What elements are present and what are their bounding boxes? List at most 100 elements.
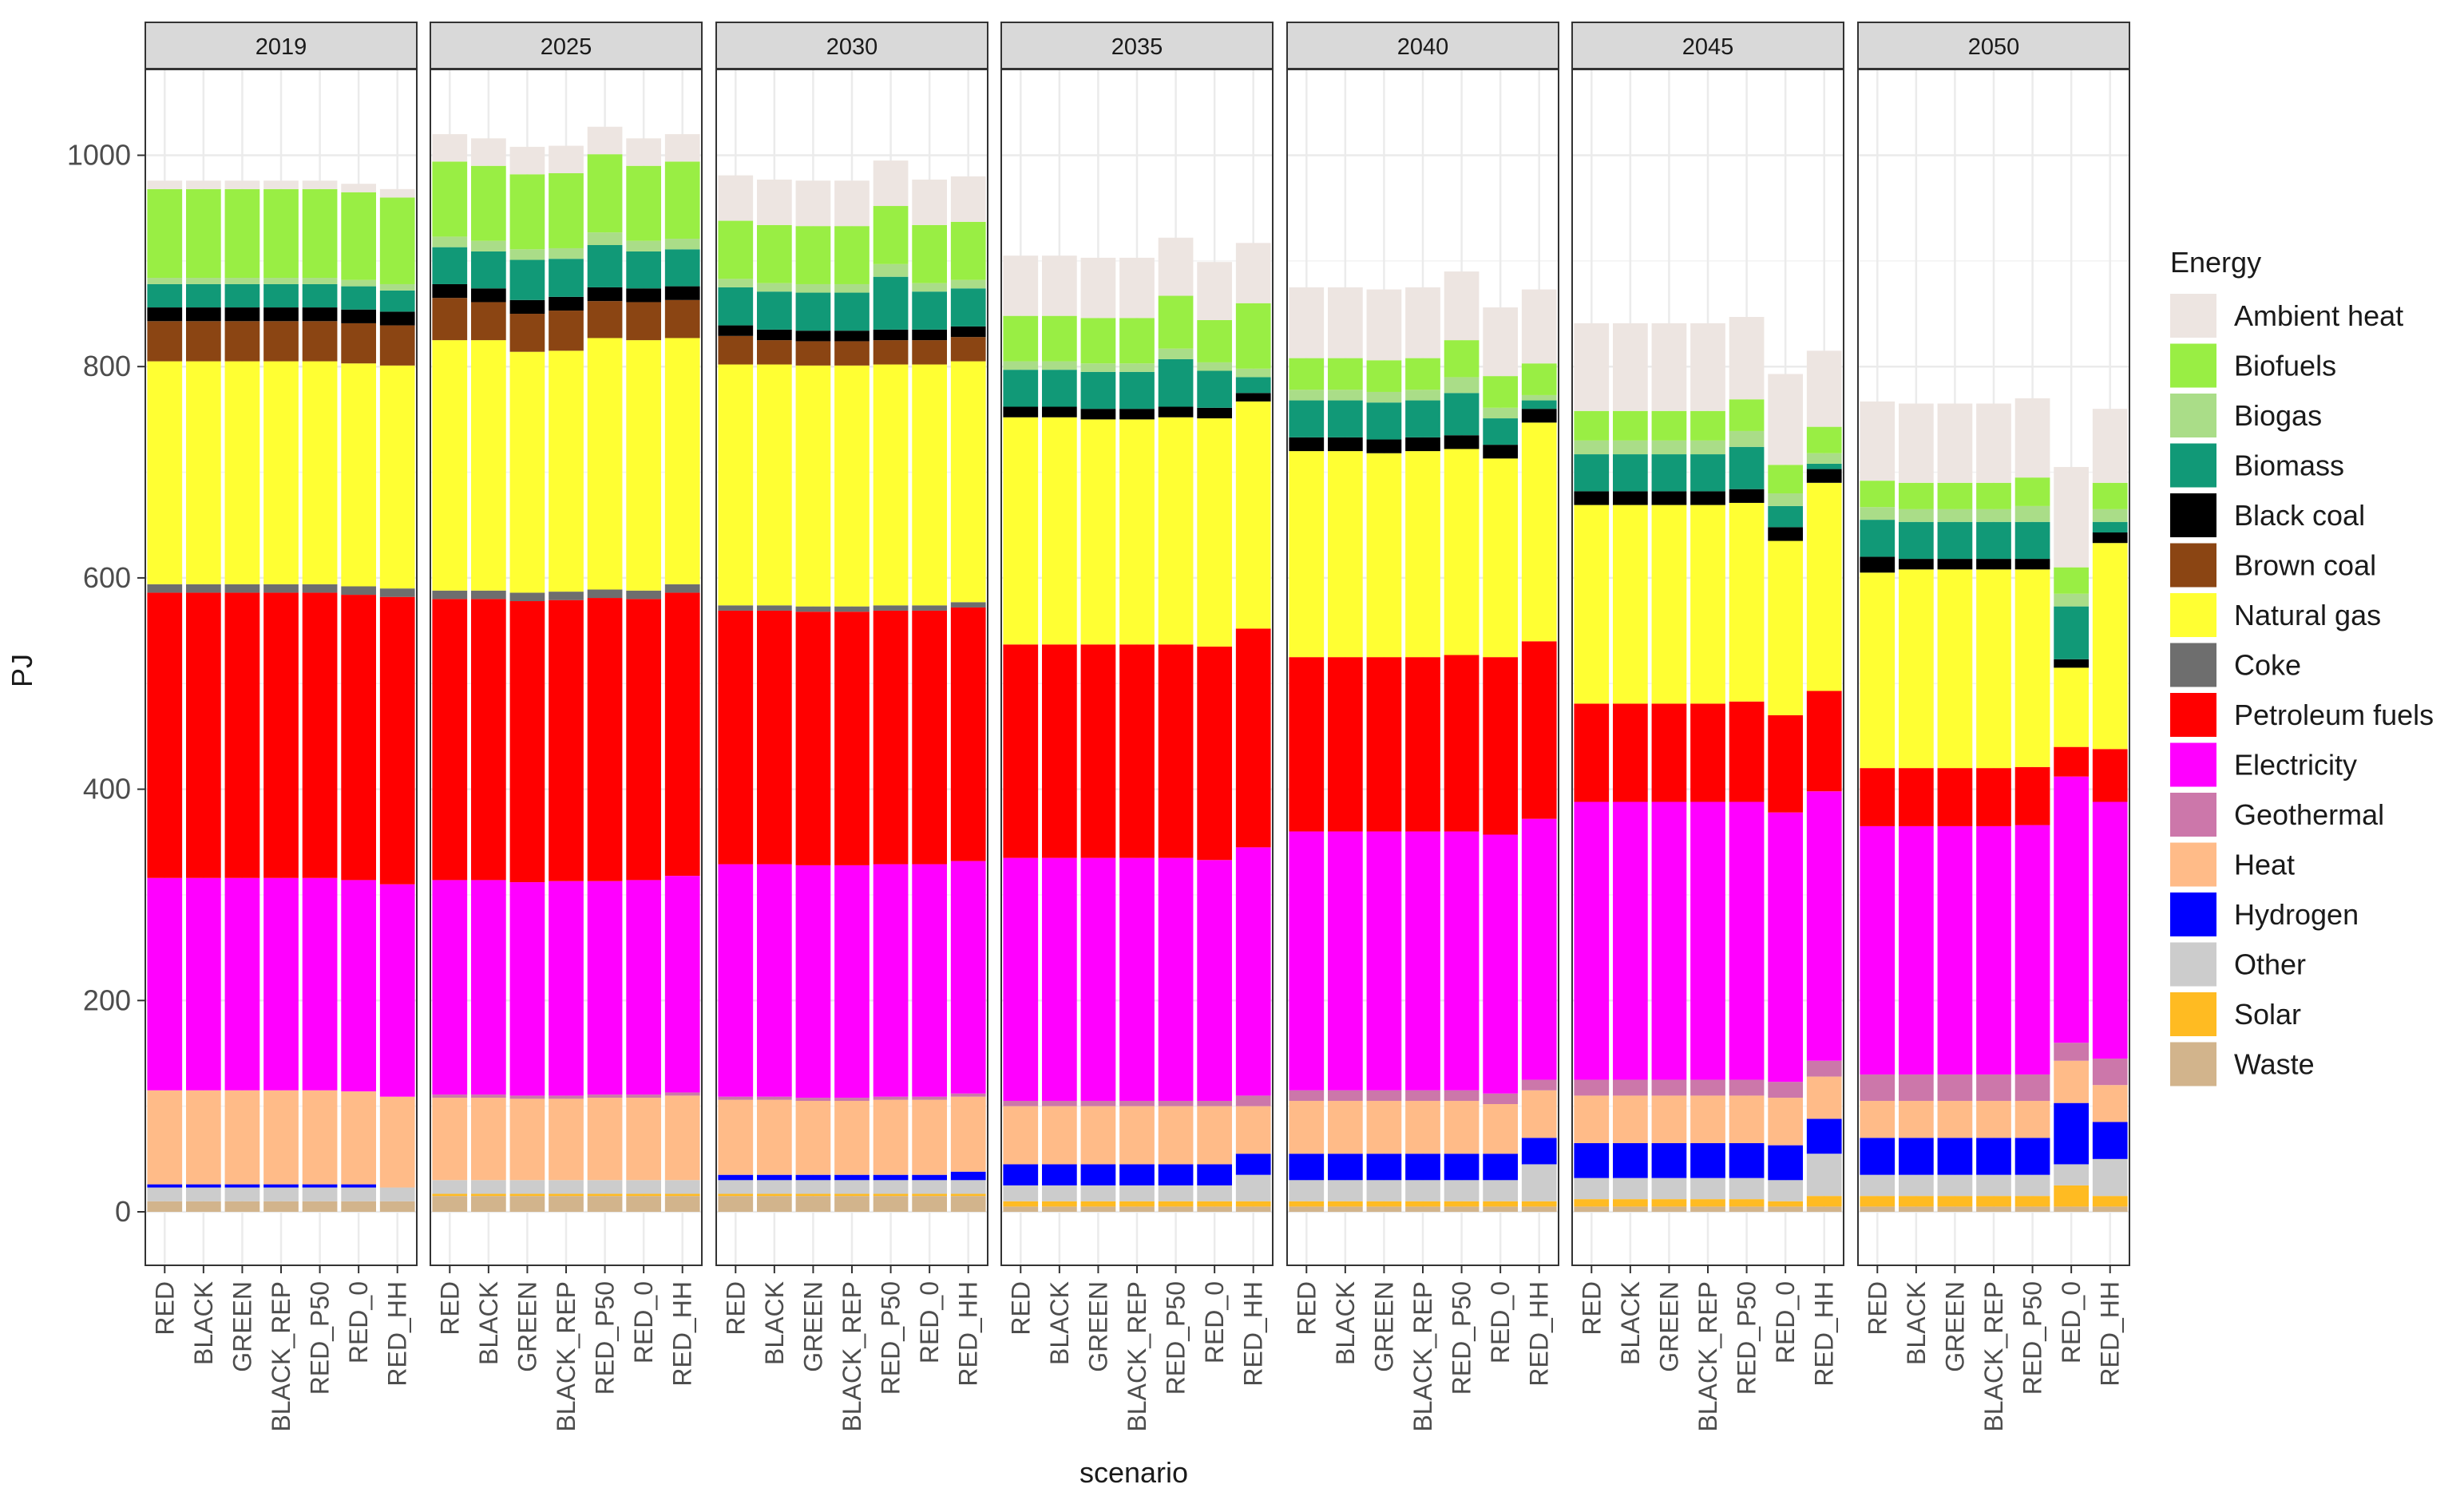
bar-segment <box>1366 1154 1402 1181</box>
bar-segment <box>1444 377 1480 394</box>
bar-segment <box>302 1201 338 1212</box>
bar-segment <box>379 365 415 589</box>
bar-segment <box>1042 370 1077 407</box>
bar-segment <box>1899 1196 1934 1207</box>
bar-segment <box>263 1090 299 1185</box>
bar-segment <box>1690 491 1725 505</box>
bar-segment <box>1405 1154 1440 1181</box>
bar-segment <box>1405 400 1440 437</box>
bar-segment <box>1158 295 1194 349</box>
bar-segment <box>341 279 376 287</box>
bar-segment <box>1651 505 1687 704</box>
bar-segment <box>509 146 545 175</box>
bar-segment <box>1937 482 1973 509</box>
bar-segment <box>1158 1201 1194 1207</box>
bar-segment <box>1483 1154 1518 1181</box>
bar-segment <box>549 1196 584 1212</box>
legend-label: Electricity <box>2234 749 2357 782</box>
bar-segment <box>379 197 415 284</box>
bar-segment <box>1899 1101 1934 1138</box>
bar-segment <box>1899 403 1934 483</box>
bar-segment <box>1483 445 1518 459</box>
x-tick-label: RED_0 <box>344 1281 373 1363</box>
bar-segment <box>1444 1101 1480 1154</box>
facet-label: 2019 <box>256 34 307 60</box>
bar-segment <box>587 338 623 590</box>
bar-segment <box>834 180 870 227</box>
bar-segment <box>912 364 947 606</box>
bar-segment <box>757 224 792 283</box>
bar-segment <box>2014 1196 2050 1207</box>
bar-segment <box>379 596 415 885</box>
x-tick-label: BLACK <box>1616 1281 1645 1365</box>
bar-segment <box>834 1101 870 1175</box>
bar-segment <box>795 1098 831 1102</box>
bar-segment <box>1521 363 1557 395</box>
bar-segment <box>664 249 700 287</box>
bar-segment <box>795 283 831 293</box>
bar-segment <box>1937 403 1973 483</box>
bar-segment <box>1119 419 1155 645</box>
bar-segment <box>1860 1138 1896 1175</box>
bar-segment <box>1860 768 1896 826</box>
bar-segment <box>1690 801 1725 1080</box>
bar-segment <box>2014 1138 2050 1175</box>
bar-segment <box>2014 1174 2050 1197</box>
bar-segment <box>950 279 986 289</box>
bar-segment <box>1729 446 1765 489</box>
legend-swatch <box>2170 493 2216 537</box>
bar-segment <box>912 1193 947 1197</box>
legend-item: Brown coal <box>2170 543 2376 588</box>
bar-segment <box>873 329 909 341</box>
bar-segment <box>1613 454 1648 492</box>
bar-segment <box>1197 1206 1232 1212</box>
bar-segment <box>2054 1102 2089 1165</box>
bar-segment <box>2014 569 2050 767</box>
bar-segment <box>263 278 299 284</box>
bar-segment <box>1690 1177 1725 1200</box>
bar-segment <box>757 1193 792 1197</box>
bar-segment <box>1860 1101 1896 1138</box>
facet-label: 2030 <box>826 34 878 60</box>
bar-segment <box>873 206 909 264</box>
bar-segment <box>1405 437 1440 452</box>
bar-segment <box>509 299 545 315</box>
bar-segment <box>1574 1177 1610 1200</box>
bar-segment <box>1289 1154 1325 1181</box>
bar-segment <box>341 192 376 280</box>
legend: Energy Ambient heat Biofuels Biogas Biomass… <box>2170 246 2434 1086</box>
facets: 2019 RED BLACK GREEN BLACK_REP RED_P50 RED_0 RE… <box>145 22 2130 1432</box>
bar-segment <box>626 1098 661 1181</box>
bar-segment <box>1080 1206 1116 1212</box>
bar-segment <box>341 1184 376 1188</box>
bar-segment <box>224 877 260 1090</box>
bar-segment <box>1768 1082 1803 1098</box>
bar-segment <box>549 296 584 311</box>
bar-segment <box>186 1201 221 1212</box>
bar-segment <box>626 340 661 591</box>
bar-segment <box>1483 376 1518 408</box>
legend-item: Biomass <box>2170 443 2344 488</box>
bar-segment <box>718 605 754 611</box>
bar-segment <box>795 292 831 331</box>
bar-segment <box>1976 1138 2011 1175</box>
bar-segment <box>147 1184 183 1188</box>
bar-segment <box>834 283 870 293</box>
bar-segment <box>1768 540 1803 715</box>
bar-segment <box>757 1096 792 1100</box>
bar-segment <box>1651 454 1687 492</box>
bar-segment <box>1366 453 1402 658</box>
bar-segment <box>1483 657 1518 835</box>
bar-segment <box>1328 390 1363 401</box>
bar-segment <box>873 160 909 207</box>
bar-segment <box>626 1196 661 1212</box>
bar-segment <box>1197 1106 1232 1165</box>
bar-segment <box>1521 1201 1557 1207</box>
bar-segment <box>1729 1199 1765 1207</box>
bar-segment <box>1574 1079 1610 1096</box>
bar-segment <box>1860 481 1896 508</box>
bar-segment <box>341 184 376 192</box>
bar-segment <box>1235 393 1271 402</box>
bar-segment <box>1729 1079 1765 1096</box>
